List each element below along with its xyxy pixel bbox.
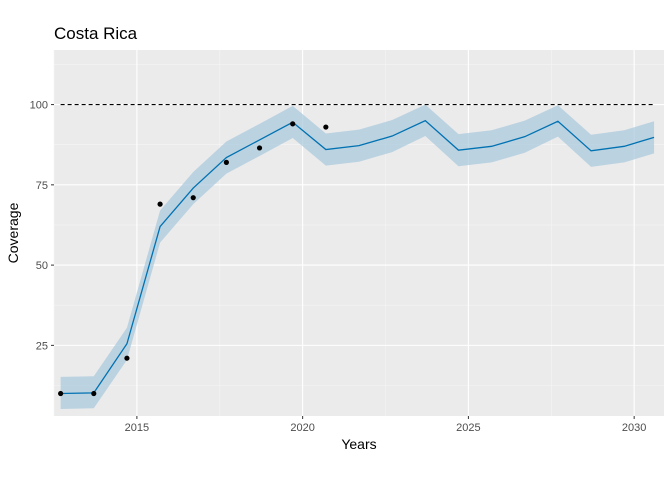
y-axis-title: Coverage xyxy=(5,202,21,263)
observed-point xyxy=(323,124,329,130)
y-tick-label: 50 xyxy=(36,260,48,272)
observed-point xyxy=(124,355,130,361)
observed-point xyxy=(290,121,296,127)
chart-title: Costa Rica xyxy=(54,24,138,43)
y-tick-label: 25 xyxy=(36,340,48,352)
x-axis-title: Years xyxy=(341,436,376,452)
observed-point xyxy=(91,390,97,397)
forecast-line-layer xyxy=(60,119,655,395)
observed-points-layer xyxy=(58,121,329,397)
x-tick-label: 2025 xyxy=(456,422,480,434)
forecast-line xyxy=(60,119,655,395)
y-tick-label: 100 xyxy=(30,100,48,112)
observed-point xyxy=(223,159,229,165)
major-gridlines xyxy=(54,50,664,416)
observed-point xyxy=(157,201,163,207)
observed-point xyxy=(190,195,196,201)
observed-point xyxy=(58,390,64,397)
y-tick-label: 75 xyxy=(36,180,48,192)
confidence-band xyxy=(60,104,655,409)
x-tick-label: 2015 xyxy=(125,422,149,434)
confidence-band-layer xyxy=(60,104,655,409)
y-axis: 25 50 75 100 xyxy=(30,100,54,352)
x-axis: 2015 2020 2025 2030 xyxy=(125,416,646,434)
x-tick-label: 2020 xyxy=(290,422,314,434)
x-tick-label: 2030 xyxy=(622,422,646,434)
observed-point xyxy=(256,145,263,151)
